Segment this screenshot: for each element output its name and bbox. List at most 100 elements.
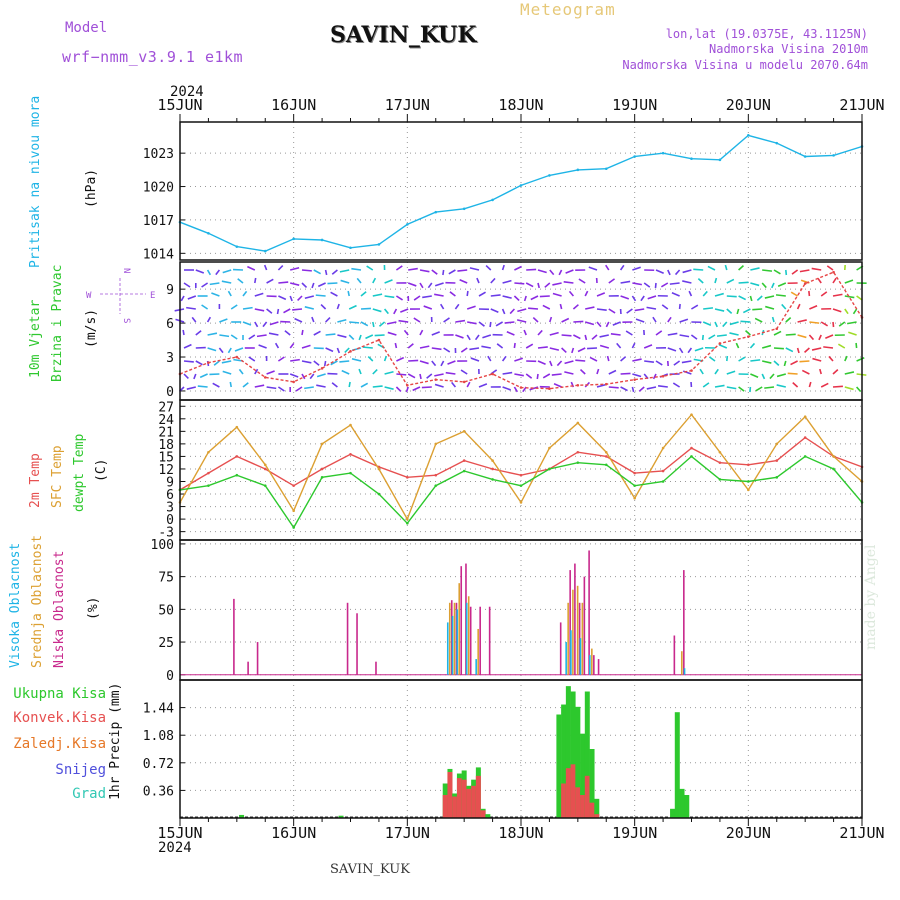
wind-barb bbox=[254, 368, 259, 375]
compass-e: E bbox=[150, 291, 155, 301]
wind-barb bbox=[707, 265, 716, 271]
wind-barb bbox=[478, 291, 486, 297]
wind-barb bbox=[513, 386, 519, 393]
wind-barb bbox=[431, 347, 442, 351]
data-point bbox=[377, 243, 381, 246]
wind-barb bbox=[714, 384, 725, 388]
wind-barb bbox=[738, 281, 749, 284]
precip-bar bbox=[461, 779, 467, 818]
wind-barb bbox=[309, 373, 315, 380]
wind-barb bbox=[502, 279, 512, 284]
wind-barb bbox=[266, 278, 274, 284]
wind-barb bbox=[716, 334, 727, 337]
precip-bar bbox=[338, 815, 344, 818]
wind-barb bbox=[489, 321, 492, 328]
model-name: wrf−nmm_v3.9.1 e1km bbox=[62, 48, 244, 66]
wind-barb bbox=[403, 329, 409, 336]
wind-barb bbox=[608, 308, 616, 314]
wind-barb bbox=[496, 343, 504, 349]
wind-barb bbox=[726, 386, 737, 390]
y-tick-label: 12 bbox=[158, 463, 174, 478]
wind-barb bbox=[229, 381, 232, 388]
bottom-date-tick: 16JUN bbox=[271, 824, 316, 842]
wind-barb bbox=[393, 308, 398, 315]
wind-barb bbox=[431, 331, 440, 336]
wind-barb bbox=[195, 360, 203, 366]
cloud-bar bbox=[593, 655, 595, 675]
data-point bbox=[803, 455, 807, 458]
data-point bbox=[235, 455, 239, 458]
cloud-bar bbox=[453, 602, 456, 675]
wind-barb bbox=[559, 303, 563, 310]
wind-barb bbox=[341, 369, 350, 375]
wind-barb bbox=[762, 269, 773, 272]
data-point bbox=[747, 335, 750, 338]
data-point bbox=[775, 141, 779, 145]
wind-barb bbox=[227, 290, 232, 297]
wind-barb bbox=[549, 360, 553, 367]
wind-barb bbox=[667, 316, 672, 323]
wind-barb bbox=[348, 381, 351, 388]
lonlat-label: lon,lat (19.0375E, 43.1125N) bbox=[665, 27, 868, 41]
wind-barb bbox=[277, 264, 284, 271]
wind-barb bbox=[596, 383, 607, 388]
cloud-bar bbox=[572, 589, 574, 675]
data-point bbox=[576, 461, 580, 464]
data-point bbox=[491, 467, 494, 471]
compass-cross bbox=[100, 278, 146, 314]
wind-barb bbox=[578, 278, 586, 284]
wind-barb bbox=[714, 308, 725, 312]
data-point bbox=[349, 453, 352, 456]
wind-barb bbox=[745, 330, 751, 336]
wind-barb bbox=[817, 277, 822, 284]
wind-barb bbox=[726, 308, 733, 314]
wind-barb bbox=[537, 346, 548, 349]
wind-barb bbox=[820, 382, 829, 388]
wind-barb bbox=[749, 342, 756, 349]
wind-barb bbox=[337, 318, 347, 323]
y-tick-label: 6 bbox=[166, 317, 174, 332]
data-point bbox=[832, 154, 835, 157]
cloud-bar bbox=[588, 550, 590, 675]
wind-barb bbox=[808, 334, 815, 341]
data-point bbox=[462, 469, 466, 473]
wind-barb bbox=[315, 294, 326, 297]
y-tick-label: 100 bbox=[151, 538, 174, 553]
wind-barb bbox=[568, 290, 575, 297]
wind-barb bbox=[584, 290, 589, 297]
data-point bbox=[235, 425, 239, 429]
legend-hail: Grad bbox=[72, 786, 106, 802]
precip-bar bbox=[556, 714, 562, 818]
data-point bbox=[576, 383, 580, 387]
wind-barb bbox=[714, 292, 724, 297]
wind-barb bbox=[735, 342, 740, 349]
cloud-bar bbox=[565, 642, 567, 675]
data-point bbox=[775, 442, 779, 446]
wind-barb bbox=[769, 373, 775, 380]
wind-barb bbox=[336, 347, 341, 354]
data-point bbox=[604, 450, 608, 454]
wind-barb bbox=[828, 355, 834, 362]
wind-barb bbox=[212, 382, 220, 388]
wind-barb bbox=[599, 334, 609, 338]
wind-barb bbox=[549, 331, 559, 336]
wind-barb bbox=[219, 334, 230, 338]
wind-barb bbox=[572, 304, 579, 310]
wind-barb bbox=[502, 371, 513, 375]
wind-barb bbox=[360, 321, 369, 327]
wind-barb bbox=[387, 331, 397, 336]
wind-barb bbox=[348, 304, 357, 310]
wind-barb bbox=[290, 266, 300, 271]
wind-barb bbox=[525, 343, 534, 349]
wind-barb bbox=[612, 321, 621, 326]
wind-barb bbox=[584, 321, 595, 326]
data-point bbox=[207, 231, 210, 235]
wind-barb bbox=[419, 282, 424, 289]
wind-barb bbox=[448, 269, 456, 275]
wind-barb bbox=[313, 330, 321, 336]
wind-barb bbox=[797, 319, 807, 323]
y-tick-label: 1023 bbox=[143, 147, 174, 162]
wind-barb bbox=[832, 321, 835, 328]
wind-barb bbox=[278, 295, 287, 301]
data-point bbox=[548, 446, 551, 450]
